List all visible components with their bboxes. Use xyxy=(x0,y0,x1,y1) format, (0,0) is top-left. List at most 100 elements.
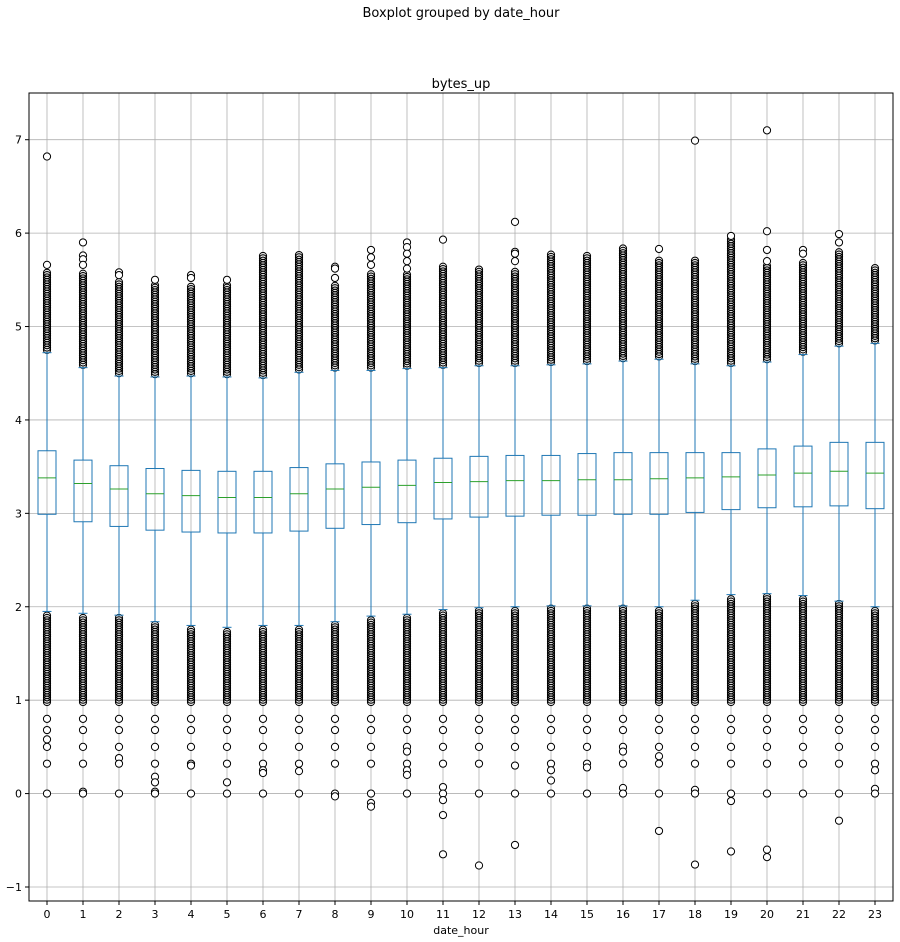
flier-band-low xyxy=(258,625,268,707)
flier-point xyxy=(402,264,412,273)
flier-point xyxy=(114,742,124,751)
box-group xyxy=(289,250,309,798)
flier-point xyxy=(726,597,736,606)
flier-point xyxy=(222,742,232,751)
plot-area xyxy=(29,93,893,901)
flier-point xyxy=(582,763,592,772)
flier-point xyxy=(294,627,304,637)
flier-point xyxy=(438,759,448,768)
flier-point xyxy=(582,606,592,616)
flier-point xyxy=(546,789,556,798)
flier-band-high xyxy=(294,250,304,374)
flier-point xyxy=(582,254,592,263)
flier-point xyxy=(438,714,448,723)
flier-band-low xyxy=(42,611,52,707)
iqr-box xyxy=(685,452,705,513)
flier-point xyxy=(654,725,664,735)
plot-frame xyxy=(28,92,894,902)
y-tick-label: 1 xyxy=(15,694,22,707)
flier-point xyxy=(42,152,52,161)
flier-point xyxy=(258,725,268,735)
flier-point xyxy=(690,602,700,611)
flier-point xyxy=(114,714,124,723)
flier-band-high xyxy=(438,262,448,369)
flier-point xyxy=(222,632,232,641)
iqr-box xyxy=(253,470,273,534)
flier-point xyxy=(150,283,160,292)
flier-point xyxy=(618,789,628,798)
flier-point xyxy=(798,759,808,768)
flier-point xyxy=(762,714,772,723)
flier-point xyxy=(186,742,196,751)
flier-point xyxy=(438,262,448,271)
flier-point xyxy=(870,609,880,618)
x-tick-label: 9 xyxy=(368,908,375,921)
flier-point xyxy=(42,611,52,620)
flier-point xyxy=(186,789,196,798)
x-tick-label: 8 xyxy=(332,908,339,921)
flier-point xyxy=(366,245,376,255)
flier-point xyxy=(42,260,52,269)
flier-point xyxy=(798,597,808,606)
flier-point xyxy=(762,245,772,255)
flier-point xyxy=(402,616,412,625)
flier-point xyxy=(798,258,808,268)
flier-point xyxy=(474,611,484,620)
x-tick-label: 13 xyxy=(508,908,522,921)
flier-band-low xyxy=(510,606,520,707)
flier-point xyxy=(222,285,232,295)
flier-point xyxy=(474,609,484,618)
flier-point xyxy=(222,778,232,787)
flier-point xyxy=(222,759,232,768)
box-group xyxy=(469,265,489,870)
iqr-box xyxy=(721,452,741,511)
flier-point xyxy=(546,742,556,751)
flier-point xyxy=(798,725,808,735)
flier-point xyxy=(42,613,52,623)
flier-band-low xyxy=(582,604,592,707)
flier-point xyxy=(546,255,556,264)
flier-point xyxy=(222,275,232,284)
flier-point xyxy=(474,861,484,870)
flier-point xyxy=(726,796,736,806)
flier-band-high xyxy=(78,269,88,369)
flier-band-high xyxy=(690,256,700,366)
flier-point xyxy=(510,742,520,751)
x-tick-label: 14 xyxy=(544,908,558,921)
flier-point xyxy=(150,759,160,768)
x-tick-label: 4 xyxy=(188,908,195,921)
flier-point xyxy=(114,618,124,627)
flier-point xyxy=(78,714,88,723)
box-group xyxy=(433,235,453,859)
flier-point xyxy=(798,599,808,609)
flier-point xyxy=(258,789,268,798)
flier-point xyxy=(726,239,736,248)
flier-point xyxy=(42,273,52,282)
flier-point xyxy=(870,268,880,277)
flier-point xyxy=(618,747,628,756)
flier-point xyxy=(762,742,772,751)
flier-point xyxy=(618,759,628,768)
box-group xyxy=(145,275,165,798)
flier-point xyxy=(438,850,448,859)
flier-point xyxy=(366,260,376,269)
flier-point xyxy=(618,725,628,735)
x-tick-label: 1 xyxy=(80,908,87,921)
flier-point xyxy=(150,789,160,798)
flier-point xyxy=(114,271,124,280)
flier-point xyxy=(438,796,448,805)
flier-point xyxy=(78,271,88,281)
flier-point xyxy=(42,759,52,768)
flier-band-high xyxy=(330,281,340,372)
flier-point xyxy=(330,623,340,632)
flier-point xyxy=(546,609,556,618)
x-tick-label: 3 xyxy=(152,908,159,921)
flier-band-high xyxy=(150,281,160,379)
flier-point xyxy=(654,826,664,836)
flier-point xyxy=(186,725,196,735)
x-tick-label: 2 xyxy=(116,908,123,921)
flier-point xyxy=(366,725,376,735)
x-tick-label: 0 xyxy=(44,908,51,921)
flier-point xyxy=(798,789,808,798)
flier-point xyxy=(690,604,700,613)
